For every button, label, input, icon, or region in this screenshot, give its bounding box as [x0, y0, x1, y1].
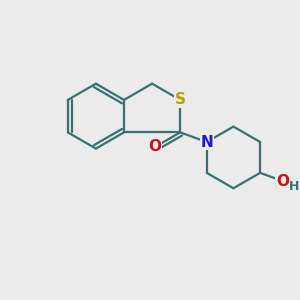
- Text: N: N: [200, 134, 213, 149]
- Text: H: H: [289, 180, 300, 193]
- Text: O: O: [148, 139, 161, 154]
- Text: S: S: [175, 92, 186, 107]
- Text: O: O: [276, 173, 289, 188]
- Text: N: N: [200, 134, 213, 149]
